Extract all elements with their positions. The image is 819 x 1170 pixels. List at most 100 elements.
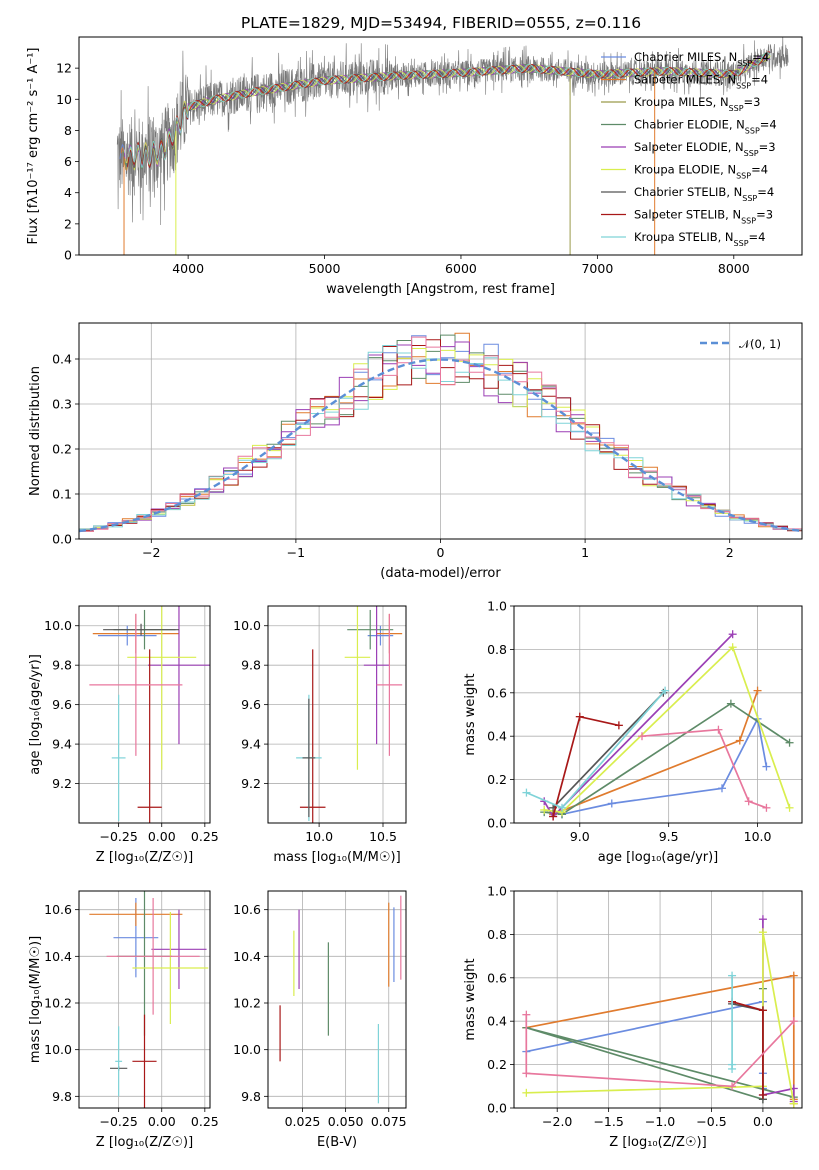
legend: 𝒩(0, 1): [700, 337, 781, 351]
data-point: [132, 1014, 157, 1108]
series-marker: [728, 971, 737, 980]
y-axis-label: mass [log₁₀(M/M☉)]: [28, 936, 43, 1063]
x-tick-label: 0.00: [148, 829, 176, 844]
series-marker: [714, 725, 723, 734]
series-marker: [758, 1006, 767, 1015]
y-tick-label: 9.6: [241, 697, 261, 712]
x-tick-label: −0.25: [99, 1114, 137, 1129]
series-marker: [540, 805, 549, 814]
y-tick-label: 0: [64, 248, 72, 263]
data-point: [347, 609, 394, 650]
axes-frame: [78, 890, 211, 1109]
series-marker: [728, 643, 737, 652]
series-marker: [549, 812, 558, 821]
observed-spectrum: [116, 37, 789, 226]
x-axis-label: age [log₁₀(age/yr)]: [598, 850, 719, 865]
x-tick-label: 0.075: [371, 1114, 407, 1129]
x-tick-label: 0.00: [148, 1114, 176, 1129]
legend-label: Kroupa STELIB, NSSP=4: [634, 230, 765, 248]
series-marker: [762, 762, 771, 771]
x-tick-label: 7000: [581, 261, 613, 276]
legend-label: Kroupa ELODIE, NSSP=4: [634, 163, 768, 181]
y-tick-label: 10.0: [233, 618, 261, 633]
data-point: [302, 698, 316, 818]
y-tick-label: 0.2: [52, 442, 72, 457]
x-tick-label: −2.0: [542, 1114, 572, 1129]
x-tick-label: 0.050: [328, 1114, 364, 1129]
x-axis-label: Z [log₁₀(Z/Z☉)]: [96, 1135, 193, 1150]
series-marker: [726, 699, 735, 708]
series-marker: [728, 630, 737, 639]
series-marker: [575, 712, 584, 721]
points-area: [296, 606, 403, 823]
axes-frame: [78, 36, 803, 256]
legend-label: 𝒩(0, 1): [739, 337, 781, 351]
y-tick-label: 0.4: [52, 352, 72, 367]
histogram-area: [79, 332, 802, 539]
series-marker: [607, 799, 616, 808]
y-axis-label: age [log₁₀(age/yr)]: [28, 654, 43, 775]
y-tick-label: 2: [64, 216, 72, 231]
y-tick-label: 10.0: [233, 1042, 261, 1057]
legend: Chabrier MILES, NSSP=4 Salpeter MILES, NS…: [601, 50, 777, 248]
x-tick-label: −0.25: [99, 829, 137, 844]
legend-label: Chabrier MILES, NSSP=4: [634, 50, 769, 68]
y-tick-label: 9.2: [52, 776, 72, 791]
y-tick-label: 10.4: [44, 949, 72, 964]
x-tick-label: 9.5: [659, 829, 679, 844]
y-tick-label: 12: [56, 61, 72, 76]
series-marker: [728, 1064, 737, 1073]
x-tick-label: 0.025: [285, 1114, 321, 1129]
data-point: [127, 606, 197, 770]
axes-frame: [78, 605, 211, 824]
x-tick-label: 5000: [309, 261, 341, 276]
points-area: [279, 895, 402, 1104]
lines-area: [522, 630, 794, 821]
x-tick-label: −1: [287, 545, 305, 560]
y-axis-label: mass weight: [463, 958, 478, 1040]
series-marker: [558, 803, 566, 812]
series-marker: [661, 686, 670, 695]
axes-6: 0.025 0.050 0.075 9.8 10.0 10.2 10.4 10.6 E(B-V): [233, 890, 407, 1150]
series-marker: [522, 1010, 531, 1019]
x-tick-label: 2: [726, 545, 734, 560]
x-tick-label: 0: [437, 545, 445, 560]
legend-label: Chabrier ELODIE, NSSP=4: [634, 118, 777, 136]
x-tick-label: −1.0: [645, 1114, 675, 1129]
y-tick-label: 1.0: [487, 599, 507, 614]
series-line: [552, 692, 664, 809]
x-axis-label: E(B-V): [317, 1135, 357, 1150]
x-tick-label: 1: [581, 545, 589, 560]
data-point: [137, 649, 162, 823]
data-point: [115, 1026, 123, 1097]
series-marker: [789, 971, 798, 980]
x-axis-label: Z [log₁₀(Z/Z☉)]: [96, 850, 193, 865]
y-tick-label: 9.6: [52, 697, 72, 712]
y-tick-label: 9.4: [52, 737, 72, 752]
x-tick-label: 0.0: [753, 1114, 773, 1129]
y-axis-label: Normed distribution: [28, 366, 43, 496]
y-tick-label: 10.2: [44, 996, 72, 1011]
data-point: [363, 606, 390, 745]
series-marker: [758, 1090, 767, 1099]
y-tick-label: 9.2: [241, 776, 261, 791]
points-area: [89, 891, 209, 1108]
series-marker: [728, 1082, 737, 1091]
data-point: [147, 606, 210, 745]
series-marker: [785, 803, 794, 812]
x-tick-label: 4000: [172, 261, 204, 276]
data-point: [111, 694, 126, 822]
series-line: [641, 728, 767, 809]
axes-1: −2 −1 0 1 2 0.0 0.1 0.2 0.3 0.4 (data-model)/error…: [28, 322, 803, 581]
y-tick-label: 8: [64, 123, 72, 138]
legend-label: Kroupa MILES, NSSP=3: [634, 95, 760, 113]
y-tick-label: 9.8: [241, 658, 261, 673]
y-tick-label: 10.6: [44, 902, 72, 917]
lines-area: [522, 915, 798, 1108]
y-tick-label: 9.8: [52, 658, 72, 673]
y-tick-label: 10.0: [44, 618, 72, 633]
y-tick-label: 0.2: [487, 772, 507, 787]
y-tick-label: 10.4: [233, 949, 261, 964]
axes-frame: [513, 890, 803, 1109]
spectrum-area: [116, 37, 789, 255]
